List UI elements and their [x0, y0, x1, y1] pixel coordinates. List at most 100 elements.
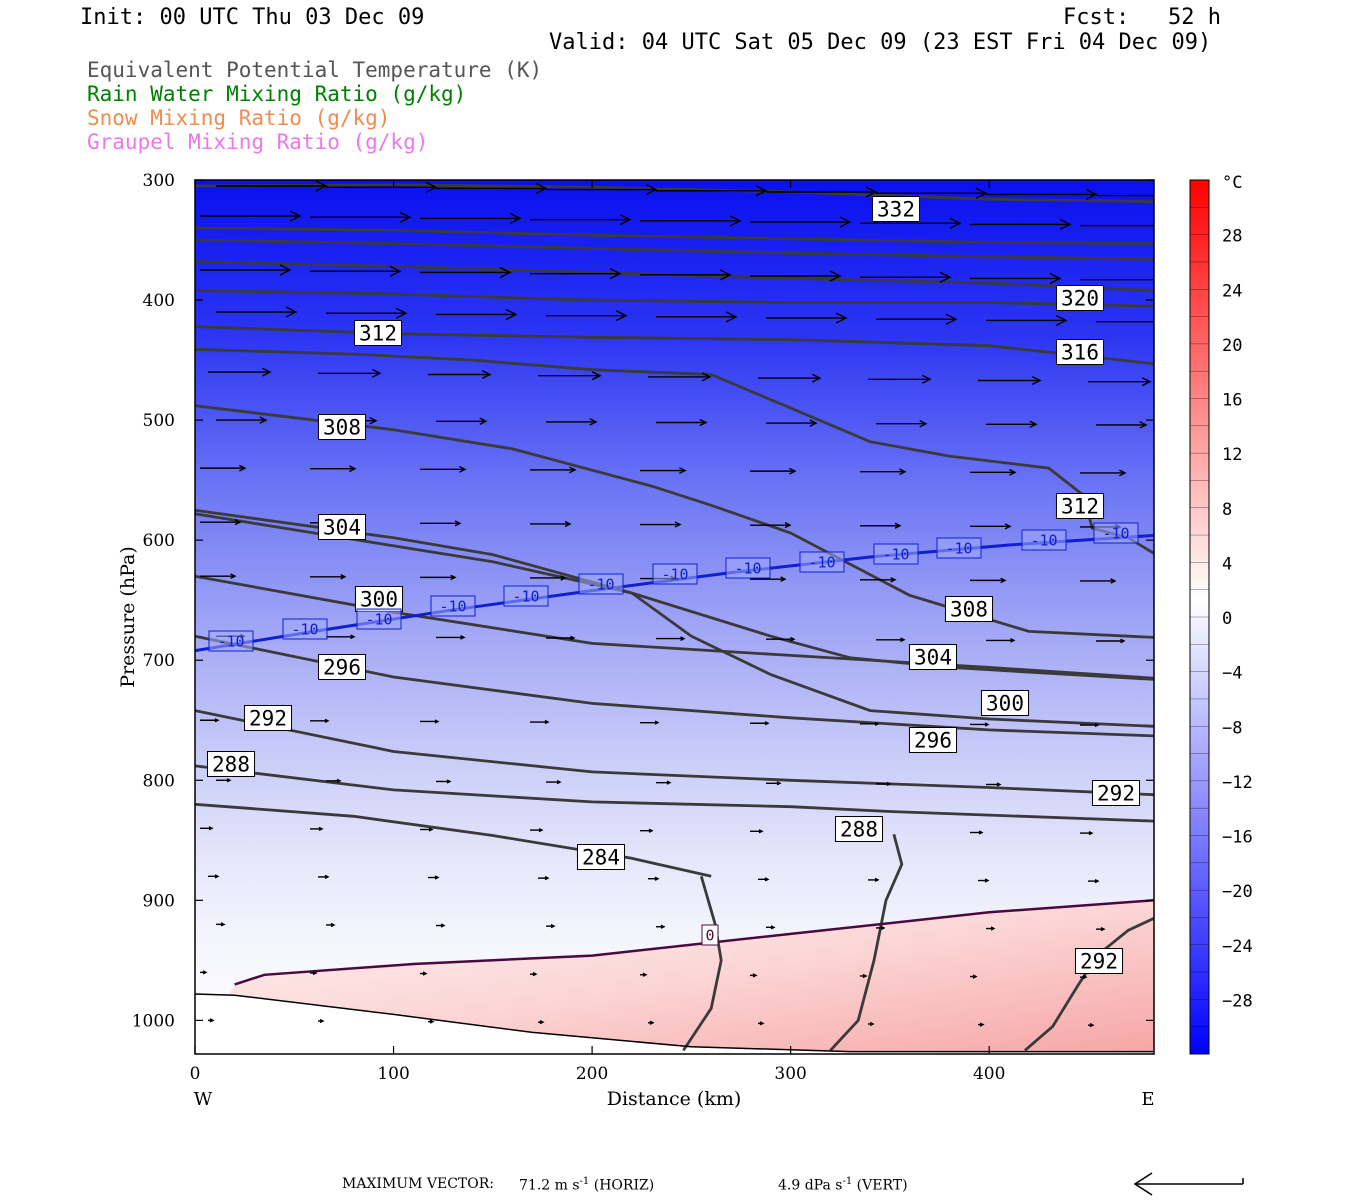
- theta-e-label: 288: [834, 816, 884, 842]
- svg-text:304: 304: [914, 646, 952, 670]
- wind-vector: [860, 973, 868, 979]
- theta-e-label: 304: [908, 644, 958, 670]
- wind-vector: [326, 634, 356, 640]
- colorbar-tick-label: −16: [1222, 828, 1253, 848]
- west-label: W: [194, 1089, 213, 1110]
- theta-e-label: 288: [206, 751, 256, 777]
- wind-vector: [200, 573, 237, 579]
- theta-e-contour-284: [195, 802, 712, 878]
- wind-vector: [860, 271, 952, 283]
- max-vector-horiz: 71.2 m s-1 (HORIZ): [519, 1176, 655, 1194]
- wind-vector: [986, 782, 1002, 787]
- wind-vector: [1080, 278, 1154, 281]
- isotherm-label: -10: [208, 630, 254, 652]
- wind-vector: [208, 367, 272, 377]
- wind-vector: [216, 778, 232, 783]
- svg-text:312: 312: [1061, 495, 1099, 519]
- wind-vector: [420, 266, 512, 279]
- wind-vector: [546, 924, 556, 929]
- theta-e-label: 292: [243, 705, 293, 731]
- theta-e-label: 316: [1055, 339, 1105, 365]
- theta-e-label: 332: [871, 196, 921, 222]
- wind-vector: [986, 926, 996, 931]
- wind-vector: [1080, 722, 1100, 728]
- wind-vector: [656, 636, 686, 641]
- svg-text:292: 292: [1080, 950, 1118, 974]
- colorbar-tick-label: 20: [1222, 336, 1242, 356]
- svg-text:-10: -10: [808, 553, 835, 571]
- wind-vector: [420, 971, 428, 976]
- wind-vector: [656, 185, 768, 197]
- wind-vector: [970, 272, 1062, 285]
- colorbar-tick-label: −20: [1222, 882, 1253, 902]
- x-tick-label: 100: [377, 1064, 409, 1084]
- wind-vector: [216, 922, 226, 927]
- legend-graupel: Graupel Mixing Ratio (g/kg): [87, 130, 429, 154]
- wind-vector: [860, 576, 897, 583]
- colorbar-tick-label: 0: [1222, 609, 1232, 629]
- wind-vector: [208, 874, 220, 879]
- east-label: E: [1141, 1089, 1154, 1110]
- wind-vector: [648, 1020, 655, 1025]
- svg-text:-10: -10: [291, 620, 318, 638]
- theta-e-contour-320: [195, 289, 1154, 308]
- wind-vector: [436, 779, 452, 784]
- svg-text:-10: -10: [587, 575, 614, 593]
- theta-e-label: 292: [1091, 780, 1141, 806]
- svg-text:-10: -10: [439, 597, 466, 615]
- legend-theta-e: Equivalent Potential Temperature (K): [87, 58, 543, 82]
- wind-vector: [970, 722, 990, 727]
- wind-vector: [758, 373, 822, 383]
- theta-e-label: 312: [353, 320, 403, 346]
- svg-text:320: 320: [1061, 287, 1099, 311]
- wind-vector: [538, 1020, 545, 1025]
- x-tick-label: 400: [973, 1064, 1005, 1084]
- wind-vector: [750, 576, 787, 582]
- theta-e-surface-contour: [829, 833, 904, 1052]
- wind-vector: [530, 827, 544, 833]
- wind-vector: [758, 877, 770, 882]
- wind-vector: [216, 180, 328, 192]
- wind-vector: [436, 417, 488, 426]
- wind-vector: [1096, 421, 1148, 429]
- svg-text:300: 300: [986, 692, 1024, 716]
- isotherm-label: -10: [652, 563, 698, 585]
- wind-vector: [310, 211, 412, 223]
- wind-vector: [766, 781, 782, 786]
- wind-vector: [530, 520, 572, 528]
- wind-vector: [986, 420, 1038, 429]
- wind-vector: [1080, 224, 1154, 227]
- wind-vector: [318, 874, 330, 880]
- wind-vector: [420, 520, 462, 527]
- y-tick-label: 400: [143, 291, 175, 311]
- wind-vector: [200, 970, 208, 975]
- wind-vector: [200, 718, 220, 723]
- x-axis: 0 100 200 300 400: [190, 180, 1005, 1084]
- wind-vector: [656, 311, 738, 323]
- theta-e-label: 300: [980, 690, 1030, 716]
- wind-vector: [420, 827, 434, 832]
- wind-vector: [326, 181, 438, 193]
- wind-vector: [970, 974, 978, 979]
- wind-vector: [420, 719, 440, 724]
- svg-text:284: 284: [582, 846, 620, 870]
- forecast-hour: 52 h: [1168, 5, 1221, 30]
- wind-vector: [860, 721, 880, 726]
- svg-text:-10: -10: [945, 539, 972, 557]
- x-tick-label: 200: [576, 1064, 608, 1084]
- y-tick-label: 700: [143, 651, 175, 671]
- svg-text:292: 292: [249, 707, 287, 731]
- wind-vector: [310, 265, 402, 277]
- wind-vector: [876, 419, 928, 428]
- svg-text:-10: -10: [365, 610, 392, 628]
- svg-text:-10: -10: [882, 545, 909, 563]
- theta-e-label: 292: [1074, 948, 1124, 974]
- wind-vector: [750, 216, 852, 228]
- legend-snow: Snow Mixing Ratio (g/kg): [87, 106, 391, 130]
- valid-time: Valid: 04 UTC Sat 05 Dec 09 (23 EST Fri …: [549, 30, 1212, 55]
- wind-vector: [200, 210, 302, 222]
- wind-vector: [420, 574, 457, 581]
- colorbar-tick-label: 8: [1222, 500, 1232, 520]
- wind-vector: [436, 182, 548, 195]
- wind-vector: [428, 875, 440, 880]
